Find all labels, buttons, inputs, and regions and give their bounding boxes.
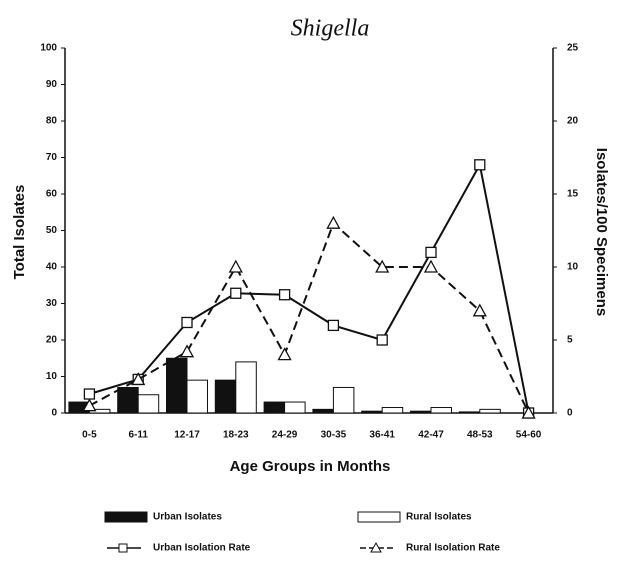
- x-axis-label: Age Groups in Months: [230, 458, 391, 475]
- x-tick-label: 12-17: [174, 430, 200, 441]
- bar: [381, 407, 404, 414]
- legend-label: Urban Isolates: [153, 512, 222, 523]
- y-tick-label: 100: [40, 43, 57, 54]
- y-tick-label: 80: [46, 116, 58, 127]
- y2-tick-label: 20: [567, 116, 579, 127]
- bar: [263, 401, 286, 414]
- y2-axis-label: Isolates/100 Specimens: [593, 148, 610, 316]
- line: [88, 221, 530, 414]
- legend-swatch: [357, 511, 401, 523]
- bar: [166, 357, 188, 414]
- bar: [186, 379, 208, 414]
- point-marker: [375, 259, 390, 273]
- y-axis-label: Total Isolates: [11, 185, 28, 280]
- bar: [430, 407, 452, 414]
- x-tick-label: 42-47: [418, 430, 444, 441]
- y-tick-label: 10: [46, 371, 58, 382]
- x-tick-label: 18-23: [223, 430, 249, 441]
- bar: [137, 394, 160, 414]
- bar: [284, 401, 306, 414]
- x-tick-label: 30-35: [321, 430, 347, 441]
- y2-tick-label: 5: [567, 335, 573, 346]
- point-marker: [278, 289, 291, 301]
- point-marker: [230, 287, 242, 299]
- bar: [410, 410, 432, 414]
- y2-tick-label: 10: [567, 262, 579, 273]
- legend-marker: [118, 543, 128, 553]
- x-tick-label: 54-60: [516, 430, 542, 441]
- y2-tick-label: 15: [567, 189, 579, 200]
- point-marker: [131, 372, 146, 386]
- x-tick-label: 36-41: [369, 430, 395, 441]
- legend-swatch: [104, 511, 148, 523]
- bar: [235, 361, 257, 414]
- point-marker: [83, 388, 96, 400]
- y-tick-label: 30: [46, 298, 58, 309]
- point-marker: [181, 316, 193, 329]
- chart-title: Shigella: [291, 16, 370, 42]
- legend-label: Urban Isolation Rate: [153, 543, 251, 554]
- y-tick-label: 70: [46, 152, 58, 163]
- legend-marker: [370, 541, 382, 553]
- x-tick-label: 0-5: [82, 430, 97, 441]
- y-tick-label: 50: [46, 225, 58, 236]
- bar: [117, 386, 139, 414]
- x-tick-label: 24-29: [272, 430, 298, 441]
- y2-tick-label: 0: [567, 408, 573, 419]
- point-marker: [228, 259, 243, 273]
- y-tick-label: 60: [46, 189, 58, 200]
- legend-label: Rural Isolation Rate: [406, 543, 500, 554]
- y2-tick-label: 25: [567, 43, 579, 54]
- bar: [332, 386, 355, 414]
- bar: [479, 408, 501, 414]
- point-marker: [82, 398, 97, 412]
- point-marker: [521, 405, 536, 419]
- point-marker: [277, 347, 292, 361]
- y-tick-label: 20: [46, 335, 58, 346]
- point-marker: [423, 259, 439, 273]
- line: [89, 161, 530, 414]
- bar: [214, 379, 237, 414]
- y-tick-label: 0: [51, 408, 57, 419]
- point-marker: [472, 303, 487, 317]
- point-marker: [326, 215, 341, 229]
- point-marker: [179, 344, 195, 358]
- point-marker: [327, 319, 340, 332]
- bar: [361, 410, 383, 414]
- bar: [312, 408, 334, 414]
- y-tick-label: 40: [46, 262, 58, 273]
- bar: [458, 411, 481, 414]
- x-tick-label: 48-53: [467, 430, 493, 441]
- point-marker: [425, 246, 437, 259]
- x-tick-label: 6-11: [128, 430, 148, 441]
- legend-label: Rural Isolates: [406, 512, 472, 523]
- point-marker: [376, 334, 388, 346]
- y-tick-label: 90: [46, 79, 58, 90]
- point-marker: [474, 159, 486, 171]
